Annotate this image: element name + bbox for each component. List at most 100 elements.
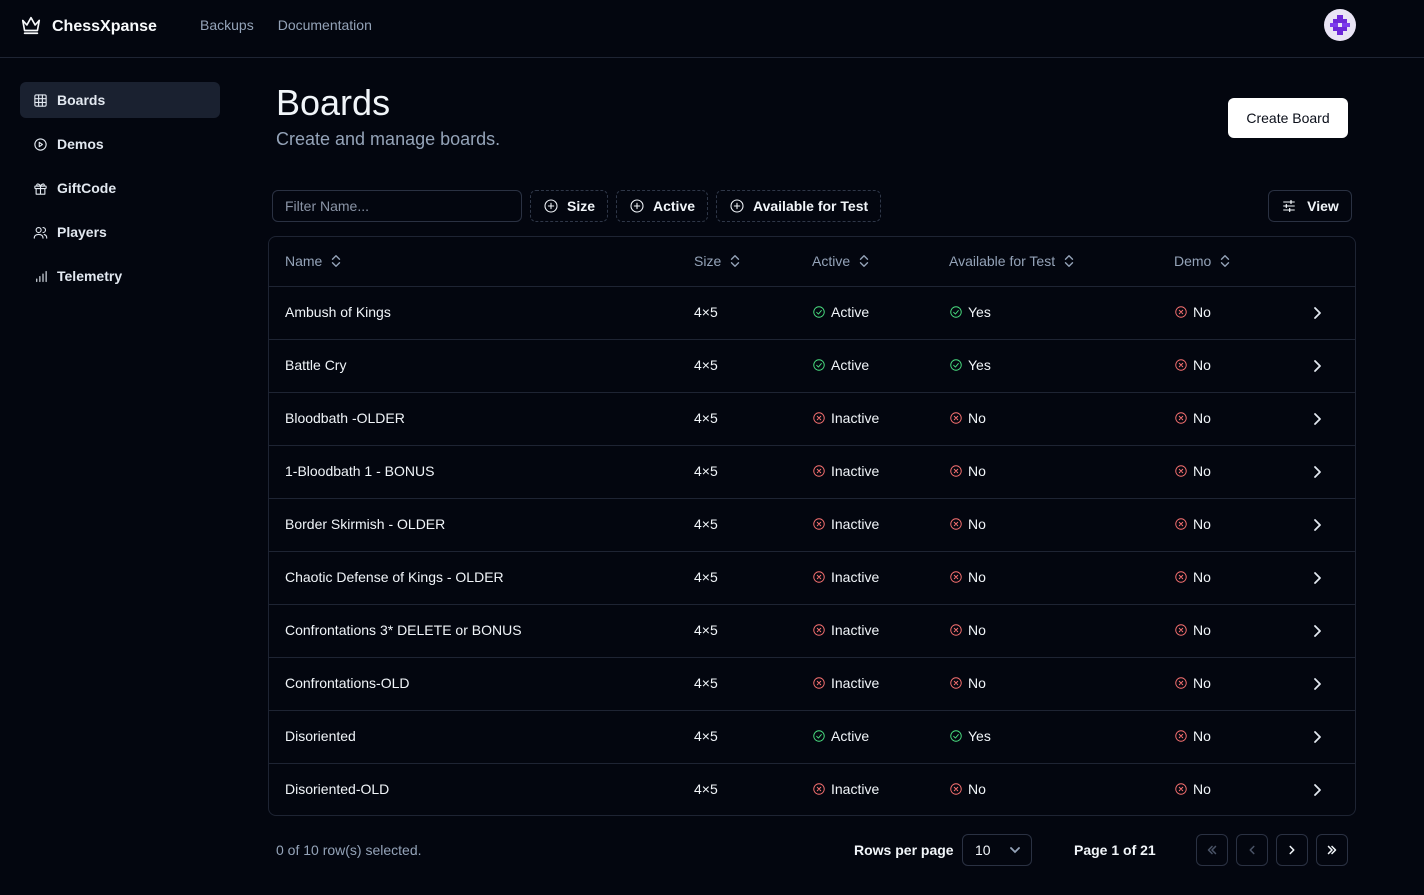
chevron-right-icon[interactable] <box>1309 464 1325 480</box>
cell-size: 4×5 <box>694 622 718 638</box>
column-header-active[interactable]: Active <box>812 253 870 269</box>
x-circle-icon <box>1175 677 1187 689</box>
cell-demo: No <box>1174 622 1211 638</box>
status-label: Inactive <box>831 569 880 585</box>
last-page-button[interactable] <box>1316 834 1348 866</box>
status-label: No <box>968 781 986 797</box>
status-label: No <box>1193 410 1211 426</box>
view-options-button[interactable]: View <box>1268 190 1352 222</box>
cell-demo: No <box>1174 569 1211 585</box>
table-row[interactable]: Disoriented-OLD 4×5 Inactive No No <box>269 764 1355 815</box>
cell-available-for-test: No <box>949 569 986 585</box>
avatar-pattern-icon <box>1330 15 1350 35</box>
cell-available-for-test: No <box>949 622 986 638</box>
rows-per-page-label: Rows per page <box>854 842 954 858</box>
status-label: No <box>1193 781 1211 797</box>
column-header-demo[interactable]: Demo <box>1174 253 1231 269</box>
status-label: No <box>968 622 986 638</box>
status-label: No <box>1193 357 1211 373</box>
rows-per-page-select[interactable]: 10 <box>962 834 1032 866</box>
cell-size: 4×5 <box>694 357 718 373</box>
create-board-button[interactable]: Create Board <box>1228 98 1348 138</box>
selection-count: 0 of 10 row(s) selected. <box>276 842 422 858</box>
chevron-right-icon[interactable] <box>1309 570 1325 586</box>
chevron-right-icon[interactable] <box>1309 729 1325 745</box>
filter-name-input[interactable] <box>272 190 522 222</box>
chevron-right-icon <box>1289 845 1295 855</box>
cell-active: Inactive <box>812 622 879 638</box>
first-page-button[interactable] <box>1196 834 1228 866</box>
cell-demo: No <box>1174 728 1211 744</box>
sort-icon <box>859 255 869 267</box>
nav-link-backups[interactable]: Backups <box>200 17 254 33</box>
status-label: No <box>968 516 986 532</box>
chevron-right-icon[interactable] <box>1309 623 1325 639</box>
table-row[interactable]: Confrontations-OLD 4×5 Inactive No No <box>269 658 1355 711</box>
status-label: Yes <box>968 357 991 373</box>
chevron-right-icon[interactable] <box>1309 517 1325 533</box>
cell-active: Inactive <box>812 781 879 797</box>
column-header-size[interactable]: Size <box>694 253 741 269</box>
chevron-right-icon[interactable] <box>1309 358 1325 374</box>
sliders-icon <box>1283 200 1296 212</box>
cell-available-for-test: No <box>949 675 986 691</box>
x-circle-icon <box>813 677 825 689</box>
table-row[interactable]: Chaotic Defense of Kings - OLDER 4×5 Inact… <box>269 552 1355 605</box>
column-label: Demo <box>1174 253 1212 269</box>
table-row[interactable]: Battle Cry 4×5 Active Yes No <box>269 340 1355 393</box>
grid-icon <box>34 93 47 107</box>
table-row[interactable]: Confrontations 3* DELETE or BONUS 4×5 Inac… <box>269 605 1355 658</box>
cell-size: 4×5 <box>694 463 718 479</box>
x-circle-icon <box>1175 518 1187 530</box>
x-circle-icon <box>950 465 962 477</box>
chevron-right-icon[interactable] <box>1309 411 1325 427</box>
status-label: No <box>968 410 986 426</box>
facet-label: Size <box>567 198 596 214</box>
top-nav: Backups Documentation <box>200 17 372 33</box>
sidebar-item-label: Telemetry <box>57 268 123 284</box>
chevron-right-icon[interactable] <box>1309 782 1325 798</box>
previous-page-button[interactable] <box>1236 834 1268 866</box>
cell-demo: No <box>1174 410 1211 426</box>
table-row[interactable]: Disoriented 4×5 Active Yes No <box>269 711 1355 764</box>
table-row[interactable]: 1-Bloodbath 1 - BONUS 4×5 Inactive No No <box>269 446 1355 499</box>
sidebar-item-label: Players <box>57 224 107 240</box>
cell-size: 4×5 <box>694 728 718 744</box>
cell-name: Confrontations-OLD <box>285 675 410 691</box>
sidebar-item-giftcode[interactable]: GiftCode <box>20 170 220 206</box>
sidebar-item-label: Boards <box>57 92 106 108</box>
table-row[interactable]: Border Skirmish - OLDER 4×5 Inactive No No <box>269 499 1355 552</box>
nav-link-documentation[interactable]: Documentation <box>277 17 372 33</box>
plus-circle-icon <box>730 199 744 213</box>
sidebar-item-boards[interactable]: Boards <box>20 82 220 118</box>
sidebar-item-demos[interactable]: Demos <box>20 126 220 162</box>
chevron-right-icon[interactable] <box>1309 676 1325 692</box>
cell-available-for-test: Yes <box>949 357 991 373</box>
brand[interactable]: ChessXpanse <box>20 14 157 39</box>
status-label: No <box>1193 304 1211 320</box>
brand-name: ChessXpanse <box>52 17 157 35</box>
page-title: Boards <box>276 82 391 123</box>
status-label: Yes <box>968 304 991 320</box>
sidebar-item-players[interactable]: Players <box>20 214 220 250</box>
table-row[interactable]: Ambush of Kings 4×5 Active Yes No <box>269 287 1355 340</box>
available-for-test-filter-button[interactable]: Available for Test <box>716 190 882 222</box>
next-page-button[interactable] <box>1276 834 1308 866</box>
size-filter-button[interactable]: Size <box>530 190 609 222</box>
status-label: Active <box>831 357 870 373</box>
active-filter-button[interactable]: Active <box>616 190 709 222</box>
table-row[interactable]: Bloodbath -OLDER 4×5 Inactive No No <box>269 393 1355 446</box>
cell-demo: No <box>1174 357 1211 373</box>
sort-icon <box>1221 255 1230 267</box>
cell-active: Inactive <box>812 569 879 585</box>
sidebar-item-telemetry[interactable]: Telemetry <box>20 258 220 294</box>
user-avatar[interactable] <box>1324 9 1356 41</box>
column-header-available-for-test[interactable]: Available for Test <box>949 253 1075 269</box>
check-circle-icon <box>813 730 825 742</box>
cell-name: Disoriented <box>285 728 356 744</box>
cell-size: 4×5 <box>694 781 718 797</box>
chevron-right-icon[interactable] <box>1309 305 1325 321</box>
cell-demo: No <box>1174 304 1211 320</box>
status-label: Active <box>831 728 870 744</box>
column-header-name[interactable]: Name <box>285 253 342 269</box>
